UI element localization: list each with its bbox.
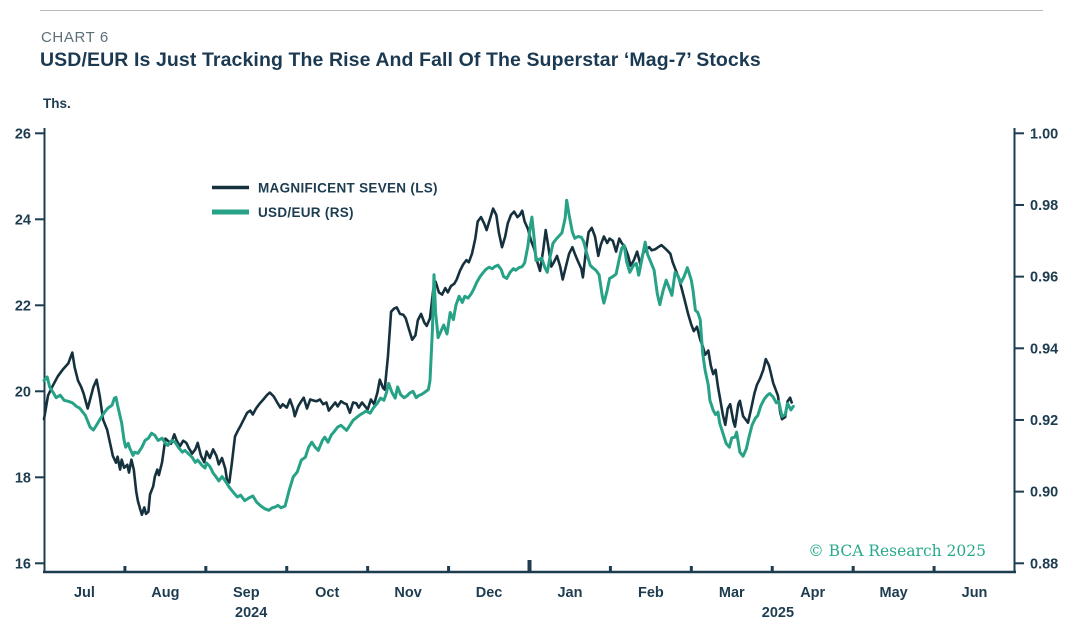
left-axis-tick-label: 24 bbox=[15, 212, 31, 228]
copyright-watermark: © BCA Research 2025 bbox=[808, 542, 986, 560]
x-axis-month-label: Jun bbox=[962, 585, 988, 601]
left-axis-unit-label: Ths. bbox=[43, 96, 71, 111]
x-axis-month-label: Nov bbox=[394, 585, 421, 601]
x-axis-month-label: Jul bbox=[74, 585, 95, 601]
right-axis-tick-label: 0.98 bbox=[1030, 198, 1058, 214]
series-line-magnificent-seven bbox=[42, 207, 794, 517]
left-axis-tick-label: 16 bbox=[15, 556, 31, 572]
series-line-usd-eur bbox=[42, 198, 795, 512]
left-axis-tick-label: 18 bbox=[15, 470, 31, 486]
left-axis-tick-label: 22 bbox=[15, 298, 31, 314]
right-axis-tick-label: 0.92 bbox=[1030, 413, 1058, 429]
right-axis-tick-label: 1.00 bbox=[1030, 126, 1058, 142]
right-axis-tick-label: 0.90 bbox=[1030, 485, 1058, 501]
legend-label: USD/EUR (RS) bbox=[258, 205, 354, 220]
left-axis-tick-label: 20 bbox=[15, 384, 31, 400]
x-axis-year-label: 2025 bbox=[762, 605, 794, 621]
x-axis-month-label: Mar bbox=[719, 585, 745, 601]
x-axis-month-label: Oct bbox=[315, 585, 339, 601]
legend-label: MAGNIFICENT SEVEN (LS) bbox=[258, 181, 438, 196]
x-axis-month-label: Aug bbox=[151, 585, 179, 601]
page-title: USD/EUR Is Just Tracking The Rise And Fa… bbox=[40, 49, 761, 71]
x-axis-month-label: Feb bbox=[638, 585, 664, 601]
x-axis-month-label: Apr bbox=[800, 585, 825, 601]
chart-number-label: CHART 6 bbox=[41, 29, 109, 46]
left-axis-tick-label: 26 bbox=[15, 126, 31, 142]
right-axis-tick-label: 0.94 bbox=[1030, 341, 1058, 357]
right-axis-tick-label: 0.88 bbox=[1030, 556, 1058, 572]
x-axis-month-label: Dec bbox=[476, 585, 503, 601]
x-axis-month-label: Sep bbox=[233, 585, 260, 601]
x-axis-year-label: 2024 bbox=[235, 605, 267, 621]
top-divider-rule bbox=[40, 10, 1043, 11]
x-axis-month-label: May bbox=[880, 585, 908, 601]
x-axis-month-label: Jan bbox=[557, 585, 582, 601]
right-axis-tick-label: 0.96 bbox=[1030, 270, 1058, 286]
